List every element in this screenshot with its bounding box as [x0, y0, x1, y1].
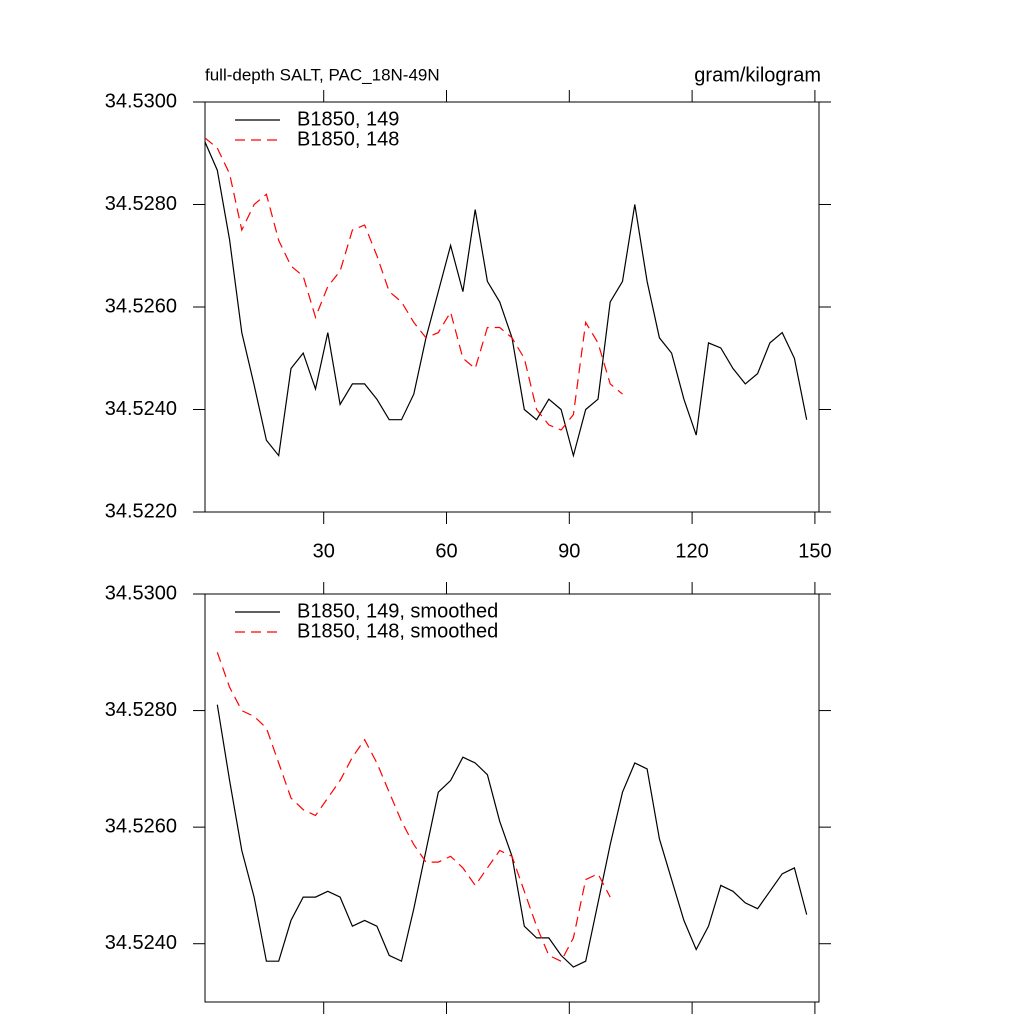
y-tick-label: 34.5260 — [105, 295, 177, 317]
y-tick-label: 34.5280 — [105, 193, 177, 215]
y-tick-label: 34.5300 — [105, 90, 177, 112]
plot-frame — [204, 593, 820, 1003]
x-tick-label: 90 — [558, 540, 580, 562]
y-tick-label: 34.5260 — [105, 815, 177, 837]
x-tick-label: 60 — [435, 540, 457, 562]
legend-label: B1850, 149 — [297, 108, 399, 130]
series-line — [204, 137, 623, 431]
legend-label: B1850, 149, smoothed — [297, 600, 498, 622]
y-tick-label: 34.5240 — [105, 932, 177, 954]
series-line — [216, 652, 611, 962]
series-line — [216, 704, 808, 968]
chart-title: full-depth SALT, PAC_18N-49N — [205, 65, 440, 84]
legend-label: B1850, 148, smoothed — [297, 620, 498, 642]
plot-frame — [204, 101, 820, 513]
series-line — [204, 141, 808, 458]
y-tick-label: 34.5280 — [105, 699, 177, 721]
units-label: gram/kilogram — [694, 64, 821, 86]
y-tick-label: 34.5220 — [105, 500, 177, 522]
x-tick-label: 120 — [675, 540, 708, 562]
x-tick-label: 30 — [313, 540, 335, 562]
y-tick-label: 34.5300 — [105, 582, 177, 604]
y-tick-label: 34.5240 — [105, 398, 177, 420]
x-tick-label: 150 — [798, 540, 831, 562]
legend-label: B1850, 148 — [297, 128, 399, 150]
